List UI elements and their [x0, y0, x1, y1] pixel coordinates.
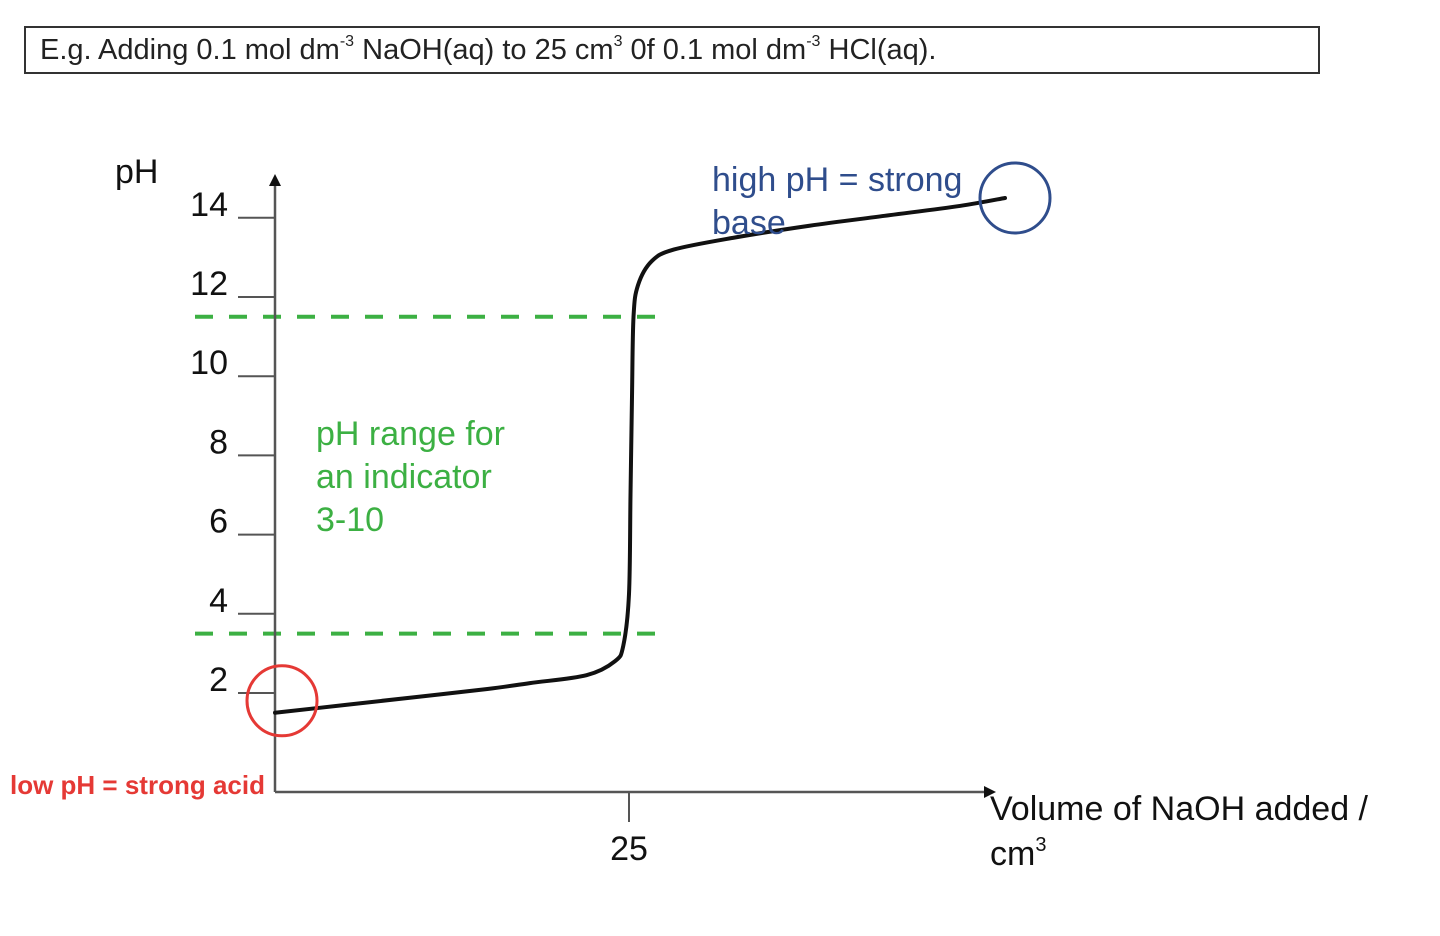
- title-segment: NaOH(aq) to 25 cm: [354, 34, 614, 66]
- titration-curve-line: [273, 196, 1007, 715]
- indicator-annotation-line-2: an indicator: [316, 458, 492, 496]
- low-ph-annotation: low pH = strong acid: [10, 770, 265, 800]
- indicator-annotation-line-1: pH range for: [316, 415, 505, 453]
- high-ph-annotation-line-2: base: [712, 204, 786, 242]
- y-tick-label: 2: [209, 661, 228, 699]
- y-tick-label: 4: [209, 582, 228, 620]
- title-superscript: -3: [806, 33, 821, 50]
- title-segment: E.g. Adding 0.1 mol dm: [40, 34, 340, 66]
- title-box: E.g. Adding 0.1 mol dm-3 NaOH(aq) to 25 …: [24, 26, 1320, 74]
- y-tick-label: 8: [209, 423, 228, 461]
- title-superscript: 3: [613, 33, 623, 50]
- y-tick-label: 12: [190, 265, 228, 303]
- chart-title: E.g. Adding 0.1 mol dm-3 NaOH(aq) to 25 …: [40, 34, 936, 67]
- y-tick-label: 6: [209, 503, 228, 541]
- title-superscript: -3: [339, 33, 355, 50]
- strong-acid-marker: [245, 664, 319, 738]
- x-axis-label: Volume of NaOH added /: [990, 790, 1369, 828]
- high-ph-annotation-line-1: high pH = strong: [712, 161, 962, 199]
- x-axis-unit: cm3: [990, 834, 1046, 873]
- x-axis-unit-base: cm: [990, 835, 1035, 873]
- y-tick-label: 14: [190, 186, 228, 224]
- x-tick-label: 25: [610, 830, 648, 868]
- y-tick-label: 10: [190, 344, 228, 382]
- title-segment: HCl(aq).: [820, 34, 937, 66]
- y-axis-label: pH: [115, 153, 158, 191]
- title-segment: 0f 0.1 mol dm: [622, 34, 807, 66]
- x-axis-unit-sup: 3: [1035, 834, 1046, 856]
- indicator-annotation-line-3: 3-10: [316, 501, 384, 539]
- indicator-annotation: pH range for an indicator 3-10: [316, 415, 514, 539]
- strong-base-marker: [978, 161, 1052, 235]
- high-ph-annotation: high pH = strong base: [712, 161, 972, 242]
